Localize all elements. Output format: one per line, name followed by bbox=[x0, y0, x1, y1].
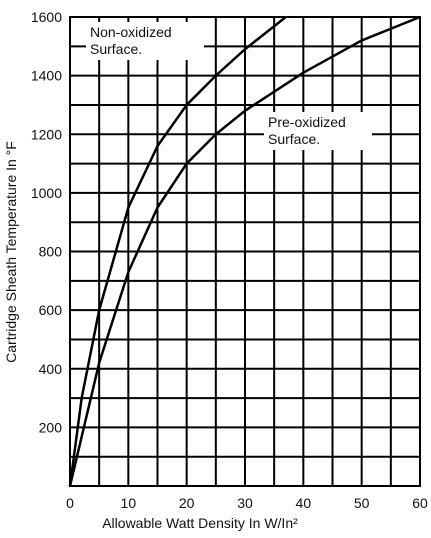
y-tick-label: 1200 bbox=[31, 126, 62, 142]
y-tick-label: 400 bbox=[39, 361, 63, 377]
y-tick-label: 1600 bbox=[31, 9, 62, 25]
x-tick-label: 10 bbox=[121, 495, 137, 511]
y-tick-label: 200 bbox=[39, 419, 63, 435]
y-tick-label: 600 bbox=[39, 302, 63, 318]
y-tick-label: 1400 bbox=[31, 68, 62, 84]
x-axis-label: Allowable Watt Density In W/In² bbox=[102, 515, 298, 531]
x-tick-label: 0 bbox=[66, 495, 74, 511]
y-tick-label: 800 bbox=[39, 244, 63, 260]
plot-frame bbox=[69, 16, 421, 487]
x-tick-label: 20 bbox=[179, 495, 195, 511]
y-tick-label: 1000 bbox=[31, 185, 62, 201]
series-annotation: Pre-oxidized Surface. bbox=[264, 112, 372, 150]
line-series bbox=[68, 16, 287, 487]
line-series bbox=[68, 15, 421, 487]
x-tick-label: 50 bbox=[354, 495, 370, 511]
x-tick-label: 60 bbox=[412, 495, 428, 511]
y-axis-label: Cartridge Sheath Temperature In °F bbox=[3, 141, 19, 363]
x-tick-label: 40 bbox=[296, 495, 312, 511]
x-tick-label: 30 bbox=[237, 495, 253, 511]
series-annotation: Non-oxidized Surface. bbox=[86, 22, 204, 60]
